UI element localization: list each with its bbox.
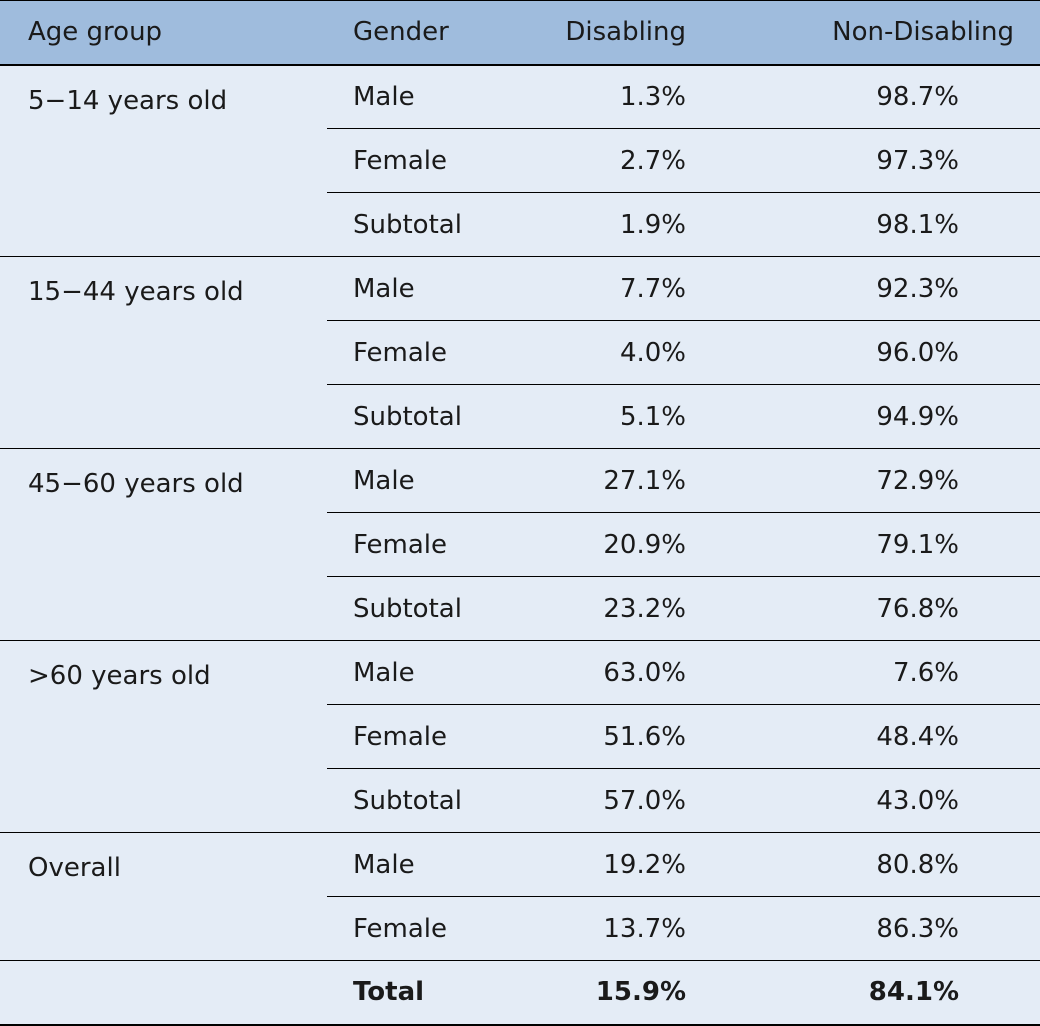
total-row: Total 15.9% 84.1%: [0, 960, 1040, 1026]
disabling-cell: 19.2%: [517, 832, 690, 897]
disabling-cell: 27.1%: [517, 448, 690, 513]
header-gender: Gender: [327, 0, 517, 66]
table-row: Female 51.6% 48.4%: [0, 704, 1040, 769]
non-disabling-cell: 43.0%: [690, 768, 1040, 833]
gender-cell: Female: [327, 512, 517, 577]
non-disabling-cell: 48.4%: [690, 704, 1040, 769]
gender-cell: Subtotal: [327, 576, 517, 641]
non-disabling-cell: 76.8%: [690, 576, 1040, 641]
disabling-cell: 51.6%: [517, 704, 690, 769]
gender-cell: Male: [327, 448, 517, 513]
total-label: Total: [327, 960, 517, 1026]
table-row: >60 years old Male 63.0% 7.6%: [0, 640, 1040, 833]
age-group-cell: 15−44 years old: [0, 256, 327, 449]
table-row: Female 20.9% 79.1%: [0, 512, 1040, 577]
disabling-cell: 4.0%: [517, 320, 690, 385]
table-body: 5−14 years old Male 1.3% 98.7% Female 2.…: [0, 64, 1040, 1026]
gender-cell: Subtotal: [327, 768, 517, 833]
header-row: Age group Gender Disabling Non-Disabling: [0, 0, 1040, 66]
age-group-cell: 45−60 years old: [0, 448, 327, 641]
non-disabling-cell: 7.6%: [690, 640, 1040, 705]
disabling-cell: 2.7%: [517, 128, 690, 193]
header-disabling: Disabling: [517, 0, 690, 66]
non-disabling-cell: 80.8%: [690, 832, 1040, 897]
header-age-group: Age group: [0, 0, 327, 66]
table-row: Subtotal 1.9% 98.1%: [0, 192, 1040, 257]
age-group-cell: 5−14 years old: [0, 64, 327, 257]
disabling-cell: 13.7%: [517, 896, 690, 961]
gender-cell: Male: [327, 64, 517, 129]
total-disabling: 15.9%: [517, 960, 690, 1026]
header-non-disabling: Non-Disabling: [690, 0, 1040, 66]
non-disabling-cell: 98.1%: [690, 192, 1040, 257]
table-row: Subtotal 5.1% 94.9%: [0, 384, 1040, 449]
disabling-cell: 63.0%: [517, 640, 690, 705]
disabling-cell: 1.9%: [517, 192, 690, 257]
gender-cell: Female: [327, 320, 517, 385]
table-row: Overall Male 19.2% 80.8%: [0, 832, 1040, 961]
age-group-cell: Overall: [0, 832, 327, 961]
table-row: Female 2.7% 97.3%: [0, 128, 1040, 193]
table-row: 15−44 years old Male 7.7% 92.3%: [0, 256, 1040, 449]
gender-cell: Male: [327, 640, 517, 705]
non-disabling-cell: 79.1%: [690, 512, 1040, 577]
gender-cell: Subtotal: [327, 192, 517, 257]
table-header: Age group Gender Disabling Non-Disabling: [0, 0, 1040, 66]
total-non-disabling: 84.1%: [690, 960, 1040, 1026]
disabling-cell: 20.9%: [517, 512, 690, 577]
gender-cell: Subtotal: [327, 384, 517, 449]
non-disabling-cell: 86.3%: [690, 896, 1040, 961]
disabling-cell: 23.2%: [517, 576, 690, 641]
disabling-cell: 7.7%: [517, 256, 690, 321]
disabling-cell: 57.0%: [517, 768, 690, 833]
non-disabling-cell: 94.9%: [690, 384, 1040, 449]
table-row: 5−14 years old Male 1.3% 98.7%: [0, 64, 1040, 257]
gender-cell: Female: [327, 896, 517, 961]
non-disabling-cell: 96.0%: [690, 320, 1040, 385]
table-row: Subtotal 23.2% 76.8%: [0, 576, 1040, 641]
gender-cell: Female: [327, 704, 517, 769]
table-row: 45−60 years old Male 27.1% 72.9%: [0, 448, 1040, 641]
age-group-cell: >60 years old: [0, 640, 327, 833]
gender-cell: Female: [327, 128, 517, 193]
table-row: Subtotal 57.0% 43.0%: [0, 768, 1040, 833]
non-disabling-cell: 92.3%: [690, 256, 1040, 321]
total-age-cell: [0, 960, 327, 1026]
non-disabling-cell: 98.7%: [690, 64, 1040, 129]
disabling-cell: 1.3%: [517, 64, 690, 129]
gender-cell: Male: [327, 256, 517, 321]
table-row: Female 4.0% 96.0%: [0, 320, 1040, 385]
table-row: Female 13.7% 86.3%: [0, 896, 1040, 961]
gender-cell: Male: [327, 832, 517, 897]
non-disabling-cell: 97.3%: [690, 128, 1040, 193]
non-disabling-cell: 72.9%: [690, 448, 1040, 513]
disabling-cell: 5.1%: [517, 384, 690, 449]
